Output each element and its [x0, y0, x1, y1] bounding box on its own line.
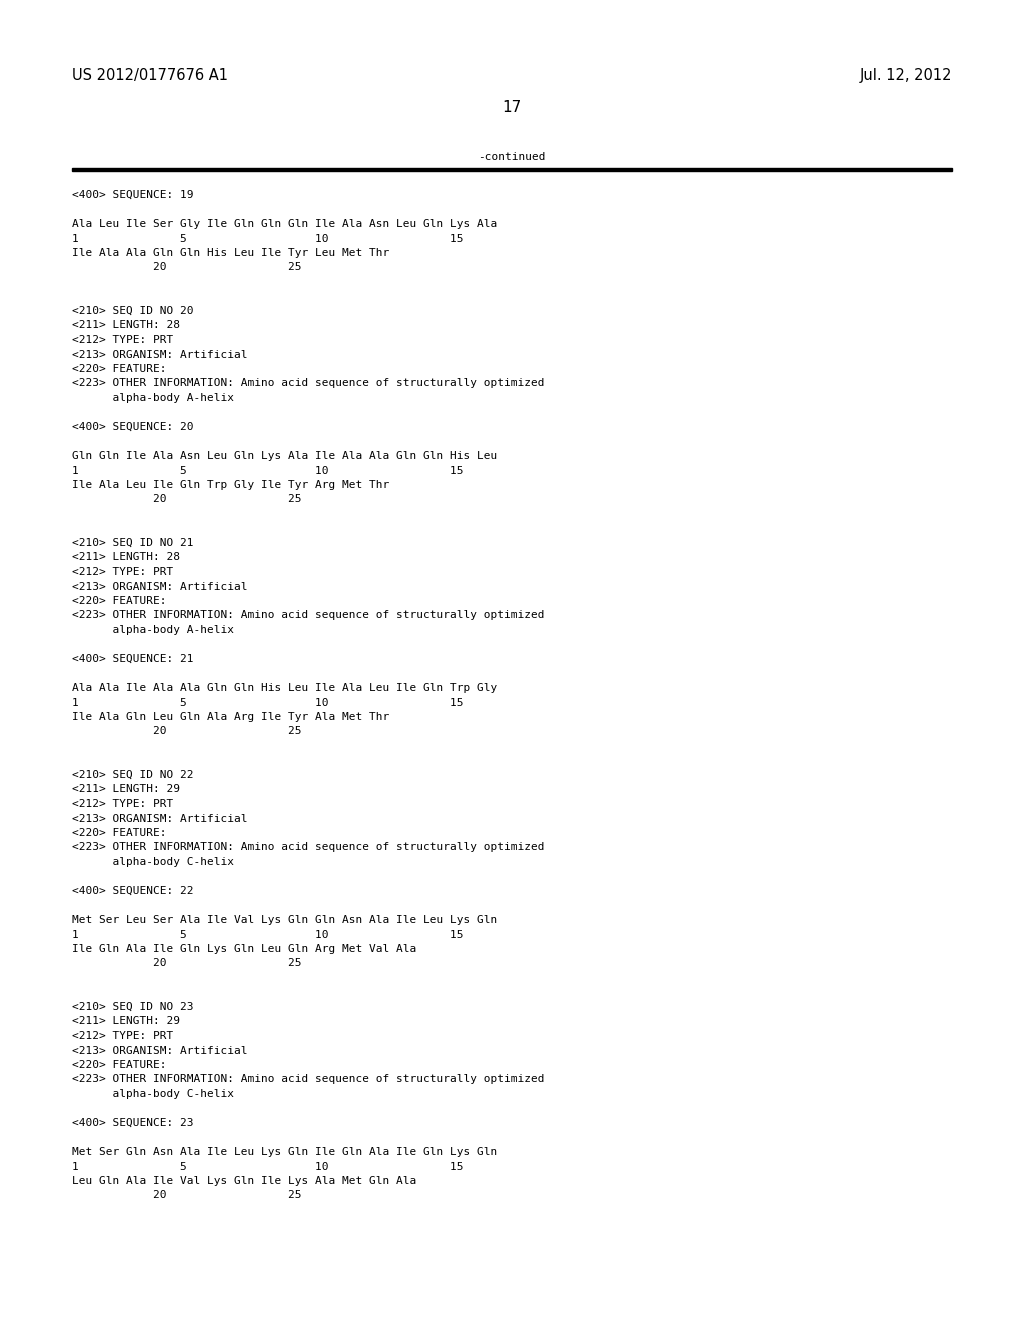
Text: 20                  25: 20 25 — [72, 958, 301, 969]
Text: <223> OTHER INFORMATION: Amino acid sequence of structurally optimized: <223> OTHER INFORMATION: Amino acid sequ… — [72, 379, 545, 388]
Text: Ile Ala Gln Leu Gln Ala Arg Ile Tyr Ala Met Thr: Ile Ala Gln Leu Gln Ala Arg Ile Tyr Ala … — [72, 711, 389, 722]
Text: alpha-body A-helix: alpha-body A-helix — [72, 393, 234, 403]
Text: 1               5                   10                  15: 1 5 10 15 — [72, 929, 464, 940]
Text: 1               5                   10                  15: 1 5 10 15 — [72, 697, 464, 708]
Text: Ile Gln Ala Ile Gln Lys Gln Leu Gln Arg Met Val Ala: Ile Gln Ala Ile Gln Lys Gln Leu Gln Arg … — [72, 944, 416, 954]
Text: <400> SEQUENCE: 23: <400> SEQUENCE: 23 — [72, 1118, 194, 1129]
Text: <220> FEATURE:: <220> FEATURE: — [72, 1060, 167, 1071]
FancyBboxPatch shape — [72, 168, 952, 172]
Text: Met Ser Gln Asn Ala Ile Leu Lys Gln Ile Gln Ala Ile Gln Lys Gln: Met Ser Gln Asn Ala Ile Leu Lys Gln Ile … — [72, 1147, 498, 1158]
Text: <223> OTHER INFORMATION: Amino acid sequence of structurally optimized: <223> OTHER INFORMATION: Amino acid sequ… — [72, 842, 545, 853]
Text: <400> SEQUENCE: 21: <400> SEQUENCE: 21 — [72, 653, 194, 664]
Text: Gln Gln Ile Ala Asn Leu Gln Lys Ala Ile Ala Ala Gln Gln His Leu: Gln Gln Ile Ala Asn Leu Gln Lys Ala Ile … — [72, 451, 498, 461]
Text: 20                  25: 20 25 — [72, 726, 301, 737]
Text: <211> LENGTH: 28: <211> LENGTH: 28 — [72, 321, 180, 330]
Text: <212> TYPE: PRT: <212> TYPE: PRT — [72, 335, 173, 345]
Text: <210> SEQ ID NO 23: <210> SEQ ID NO 23 — [72, 1002, 194, 1012]
Text: Jul. 12, 2012: Jul. 12, 2012 — [859, 69, 952, 83]
Text: <220> FEATURE:: <220> FEATURE: — [72, 828, 167, 838]
Text: alpha-body C-helix: alpha-body C-helix — [72, 1089, 234, 1100]
Text: <213> ORGANISM: Artificial: <213> ORGANISM: Artificial — [72, 350, 248, 359]
Text: 20                  25: 20 25 — [72, 495, 301, 504]
Text: US 2012/0177676 A1: US 2012/0177676 A1 — [72, 69, 228, 83]
Text: <213> ORGANISM: Artificial: <213> ORGANISM: Artificial — [72, 582, 248, 591]
Text: <211> LENGTH: 29: <211> LENGTH: 29 — [72, 1016, 180, 1027]
Text: alpha-body A-helix: alpha-body A-helix — [72, 624, 234, 635]
Text: <210> SEQ ID NO 20: <210> SEQ ID NO 20 — [72, 306, 194, 315]
Text: <400> SEQUENCE: 22: <400> SEQUENCE: 22 — [72, 886, 194, 896]
Text: Met Ser Leu Ser Ala Ile Val Lys Gln Gln Asn Ala Ile Leu Lys Gln: Met Ser Leu Ser Ala Ile Val Lys Gln Gln … — [72, 915, 498, 925]
Text: <213> ORGANISM: Artificial: <213> ORGANISM: Artificial — [72, 813, 248, 824]
Text: Leu Gln Ala Ile Val Lys Gln Ile Lys Ala Met Gln Ala: Leu Gln Ala Ile Val Lys Gln Ile Lys Ala … — [72, 1176, 416, 1185]
Text: <223> OTHER INFORMATION: Amino acid sequence of structurally optimized: <223> OTHER INFORMATION: Amino acid sequ… — [72, 1074, 545, 1085]
Text: <220> FEATURE:: <220> FEATURE: — [72, 364, 167, 374]
Text: <400> SEQUENCE: 20: <400> SEQUENCE: 20 — [72, 422, 194, 432]
Text: <400> SEQUENCE: 19: <400> SEQUENCE: 19 — [72, 190, 194, 201]
Text: 1               5                   10                  15: 1 5 10 15 — [72, 466, 464, 475]
Text: <223> OTHER INFORMATION: Amino acid sequence of structurally optimized: <223> OTHER INFORMATION: Amino acid sequ… — [72, 610, 545, 620]
Text: <212> TYPE: PRT: <212> TYPE: PRT — [72, 799, 173, 809]
Text: 20                  25: 20 25 — [72, 263, 301, 272]
Text: 1               5                   10                  15: 1 5 10 15 — [72, 1162, 464, 1172]
Text: Ile Ala Leu Ile Gln Trp Gly Ile Tyr Arg Met Thr: Ile Ala Leu Ile Gln Trp Gly Ile Tyr Arg … — [72, 480, 389, 490]
Text: 1               5                   10                  15: 1 5 10 15 — [72, 234, 464, 243]
Text: Ile Ala Ala Gln Gln His Leu Ile Tyr Leu Met Thr: Ile Ala Ala Gln Gln His Leu Ile Tyr Leu … — [72, 248, 389, 257]
Text: <211> LENGTH: 29: <211> LENGTH: 29 — [72, 784, 180, 795]
Text: alpha-body C-helix: alpha-body C-helix — [72, 857, 234, 867]
Text: <220> FEATURE:: <220> FEATURE: — [72, 597, 167, 606]
Text: <212> TYPE: PRT: <212> TYPE: PRT — [72, 1031, 173, 1041]
Text: Ala Ala Ile Ala Ala Gln Gln His Leu Ile Ala Leu Ile Gln Trp Gly: Ala Ala Ile Ala Ala Gln Gln His Leu Ile … — [72, 682, 498, 693]
Text: <211> LENGTH: 28: <211> LENGTH: 28 — [72, 553, 180, 562]
Text: <210> SEQ ID NO 21: <210> SEQ ID NO 21 — [72, 539, 194, 548]
Text: <210> SEQ ID NO 22: <210> SEQ ID NO 22 — [72, 770, 194, 780]
Text: 20                  25: 20 25 — [72, 1191, 301, 1200]
Text: -continued: -continued — [478, 152, 546, 162]
Text: <212> TYPE: PRT: <212> TYPE: PRT — [72, 568, 173, 577]
Text: <213> ORGANISM: Artificial: <213> ORGANISM: Artificial — [72, 1045, 248, 1056]
Text: Ala Leu Ile Ser Gly Ile Gln Gln Gln Ile Ala Asn Leu Gln Lys Ala: Ala Leu Ile Ser Gly Ile Gln Gln Gln Ile … — [72, 219, 498, 228]
Text: 17: 17 — [503, 100, 521, 115]
